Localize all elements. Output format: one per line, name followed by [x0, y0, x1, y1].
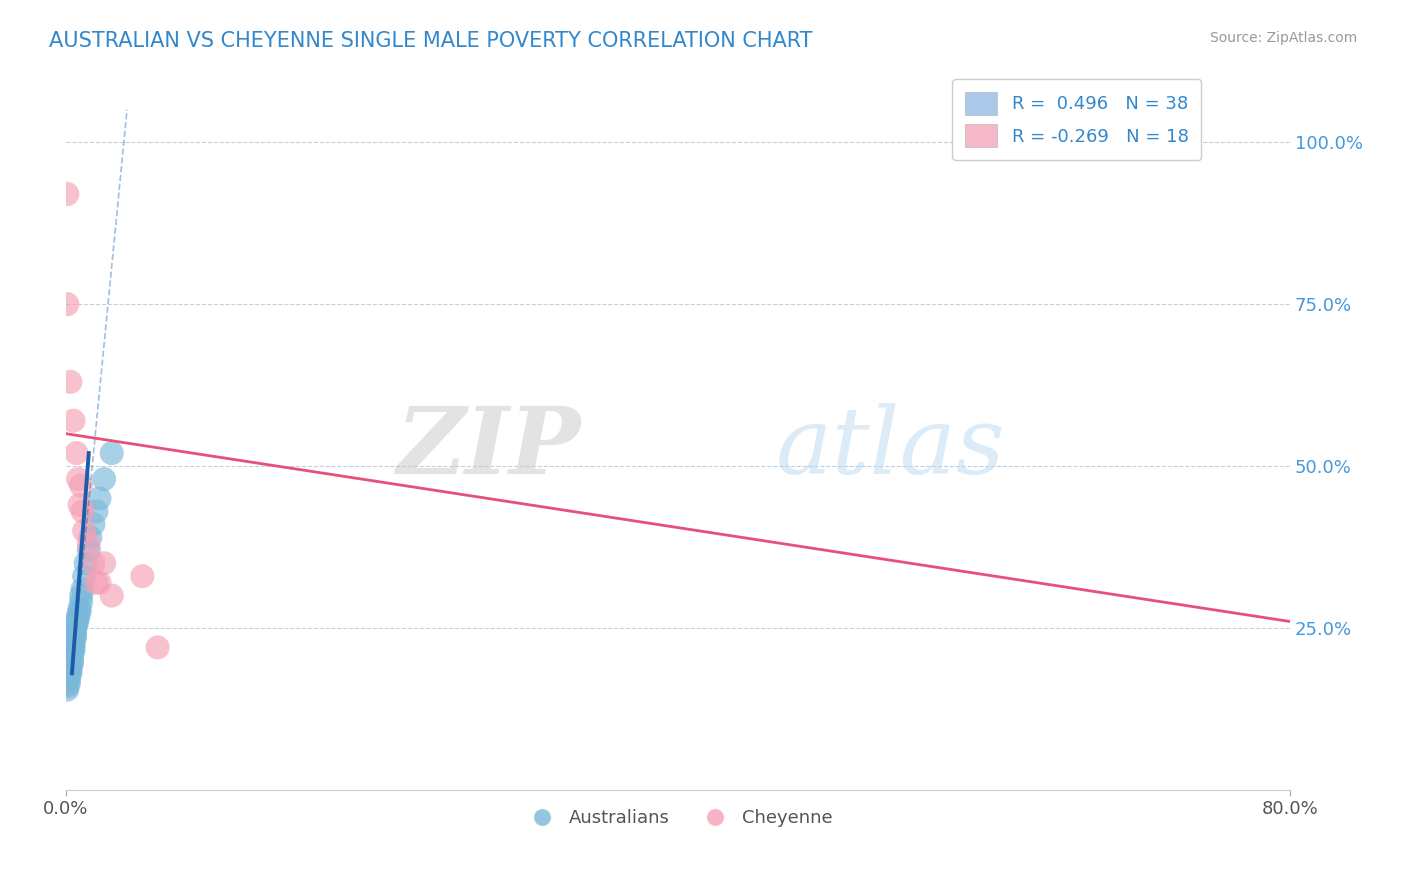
Text: atlas: atlas: [776, 403, 1005, 493]
Point: [73, 569, 96, 583]
Point: [86, 504, 108, 518]
Point: [100, 446, 122, 460]
Point: [67, 472, 90, 486]
Point: [89, 575, 111, 590]
Point: [65, 446, 87, 460]
Point: [62, 643, 84, 657]
Point: [82, 517, 104, 532]
Point: [70, 589, 93, 603]
Text: ZIP: ZIP: [395, 403, 581, 493]
Point: [93, 472, 115, 486]
Point: [89, 491, 111, 506]
Point: [77, 537, 100, 551]
Point: [72, 582, 94, 596]
Point: [60, 647, 83, 661]
Point: [73, 524, 96, 538]
Point: [62, 637, 84, 651]
Point: [58, 673, 80, 687]
Point: [146, 640, 169, 655]
Point: [59, 666, 82, 681]
Point: [69, 601, 91, 615]
Point: [131, 569, 153, 583]
Point: [56, 187, 79, 202]
Point: [63, 621, 86, 635]
Text: Source: ZipAtlas.com: Source: ZipAtlas.com: [1209, 31, 1357, 45]
Point: [70, 595, 93, 609]
Point: [75, 556, 97, 570]
Point: [82, 556, 104, 570]
Point: [59, 375, 82, 389]
Point: [58, 669, 80, 683]
Point: [62, 640, 84, 655]
Point: [93, 556, 115, 570]
Point: [56, 682, 79, 697]
Point: [69, 498, 91, 512]
Point: [59, 660, 82, 674]
Point: [67, 608, 90, 623]
Point: [69, 605, 91, 619]
Point: [60, 657, 83, 671]
Text: AUSTRALIAN VS CHEYENNE SINGLE MALE POVERTY CORRELATION CHART: AUSTRALIAN VS CHEYENNE SINGLE MALE POVER…: [49, 31, 813, 51]
Point: [65, 617, 87, 632]
Point: [65, 615, 87, 629]
Point: [63, 631, 86, 645]
Point: [63, 627, 86, 641]
Point: [77, 543, 100, 558]
Point: [60, 653, 83, 667]
Point: [79, 530, 101, 544]
Point: [59, 663, 82, 677]
Legend: Australians, Cheyenne: Australians, Cheyenne: [516, 802, 839, 834]
Point: [60, 650, 83, 665]
Point: [56, 679, 79, 693]
Point: [56, 297, 79, 311]
Point: [86, 575, 108, 590]
Point: [63, 624, 86, 639]
Point: [67, 611, 90, 625]
Point: [100, 589, 122, 603]
Point: [72, 504, 94, 518]
Point: [70, 478, 93, 492]
Point: [58, 676, 80, 690]
Point: [62, 634, 84, 648]
Point: [62, 414, 84, 428]
